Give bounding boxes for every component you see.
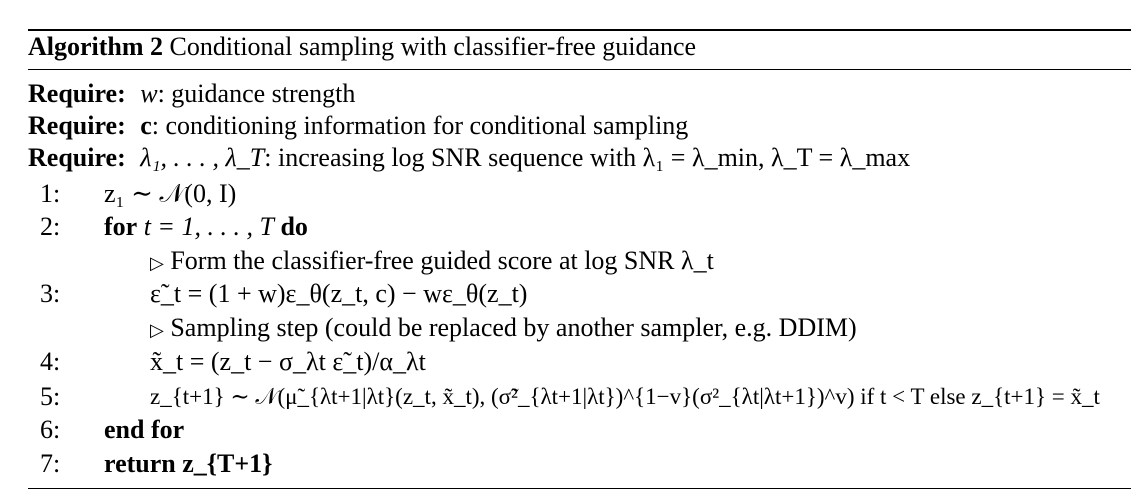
- for-keyword: for: [104, 212, 138, 241]
- comment-line-2: ▷ Sampling step (could be replaced by an…: [150, 312, 857, 346]
- step-number: 4:: [40, 347, 61, 376]
- require-line-2: Require: c: conditioning information for…: [28, 110, 688, 142]
- step-number: 7:: [40, 449, 61, 478]
- step-number: 3:: [40, 279, 61, 308]
- require-symbol: w: [140, 79, 158, 108]
- step-number: 6:: [40, 415, 61, 444]
- comment-line-1: ▷ Form the classifier-free guided score …: [150, 245, 714, 279]
- step-6-statement: end for: [104, 414, 184, 446]
- end-for-keyword: end for: [104, 415, 185, 444]
- bottom-rule: [28, 488, 1131, 489]
- title-rule: [28, 69, 1131, 70]
- comment-text: Sampling step (could be replaced by anot…: [170, 313, 857, 342]
- require-keyword: Require:: [28, 143, 126, 172]
- comment-text: Form the classifier-free guided score at…: [170, 246, 714, 275]
- comment-marker-icon: ▷: [150, 253, 164, 273]
- return-keyword: return: [104, 449, 176, 478]
- do-keyword: do: [280, 212, 308, 241]
- require-text: : conditioning information for condition…: [151, 111, 689, 140]
- require-keyword: Require:: [28, 111, 126, 140]
- step-number: 5:: [40, 382, 61, 411]
- require-text: : increasing log SNR sequence with λ₁ = …: [264, 143, 911, 172]
- loop-range: t = 1, . . . , T: [143, 212, 274, 241]
- step-number: 2:: [40, 212, 61, 241]
- algorithm-label: Algorithm 2: [28, 32, 164, 61]
- comment-marker-icon: ▷: [150, 320, 164, 340]
- require-symbol: c: [140, 111, 152, 140]
- require-keyword: Require:: [28, 79, 126, 108]
- require-text: : guidance strength: [157, 79, 356, 108]
- step-2-statement: for t = 1, . . . , T do: [104, 211, 308, 243]
- step-4-statement: x̃_t = (z_t − σ_λt ε̃_t)/α_λt: [150, 347, 426, 376]
- algorithm-title: Algorithm 2 Conditional sampling with cl…: [28, 31, 696, 63]
- require-symbol: λ₁, . . . , λ_T: [140, 143, 265, 172]
- step-number: 1:: [40, 179, 61, 208]
- require-line-3: Require: λ₁, . . . , λ_T: increasing log…: [28, 142, 910, 174]
- step-3-statement: ε̃_t = (1 + w)ε_θ(z_t, c) − wε_θ(z_t): [150, 279, 528, 308]
- step-5-statement: z_{t+1} ∼ 𝒩(μ̃_{λt+1|λt}(z_t, x̃_t), (σ̃…: [150, 384, 1100, 409]
- step-7-statement: return z_{T+1}: [104, 448, 272, 480]
- top-rule: [28, 29, 1131, 31]
- step-1-statement: z₁ ∼ 𝒩(0, I): [104, 179, 237, 208]
- return-value: z_{T+1}: [182, 449, 273, 478]
- require-line-1: Require: w: guidance strength: [28, 78, 355, 110]
- algorithm-caption: Conditional sampling with classifier-fre…: [169, 32, 697, 61]
